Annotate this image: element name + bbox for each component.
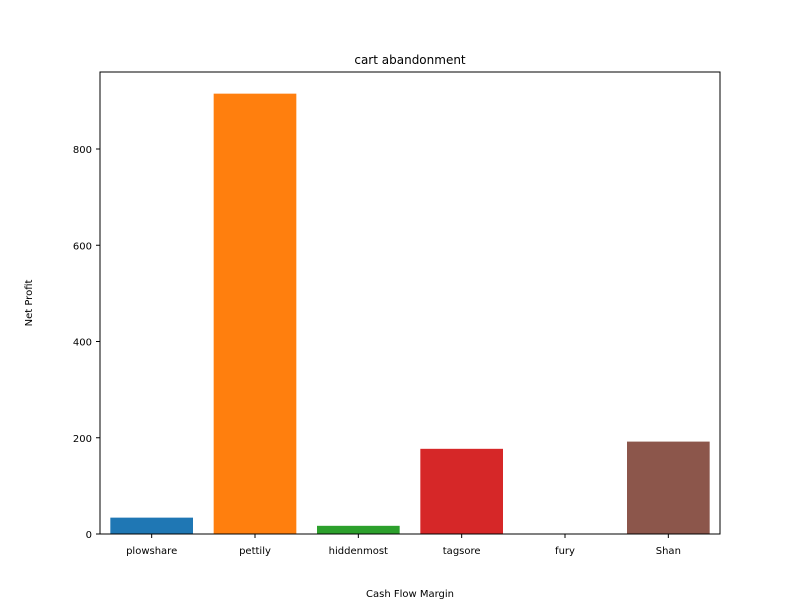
bar-Shan xyxy=(627,441,710,534)
x-tick-label: Shan xyxy=(656,546,681,557)
x-tick-label: tagsore xyxy=(443,546,481,557)
x-tick-label: fury xyxy=(555,546,575,557)
x-tick-label: pettily xyxy=(239,546,271,557)
y-tick-label: 600 xyxy=(73,241,92,252)
y-tick-label: 0 xyxy=(86,530,92,541)
x-tick-label: plowshare xyxy=(126,546,177,557)
y-ticks-layer: 0 200 400 600 800 xyxy=(73,145,100,541)
bar-hiddenmost xyxy=(317,525,400,534)
plot-frame xyxy=(99,71,721,535)
y-tick-label: 400 xyxy=(73,338,92,349)
y-tick-label: 800 xyxy=(73,145,92,156)
bar-plowshare xyxy=(110,517,193,534)
x-tick-label: hiddenmost xyxy=(329,546,388,557)
y-axis-label: Net Profit xyxy=(24,280,35,327)
bars-layer xyxy=(110,93,710,534)
chart-title: cart abandonment xyxy=(354,53,466,67)
bar-tagsore xyxy=(420,448,503,534)
x-axis-label: Cash Flow Margin xyxy=(366,589,454,600)
x-ticks-layer: plowshare pettily hiddenmost tagsore fury Sha… xyxy=(126,534,681,557)
y-tick-label: 200 xyxy=(73,434,92,445)
bar-pettily xyxy=(213,93,297,534)
